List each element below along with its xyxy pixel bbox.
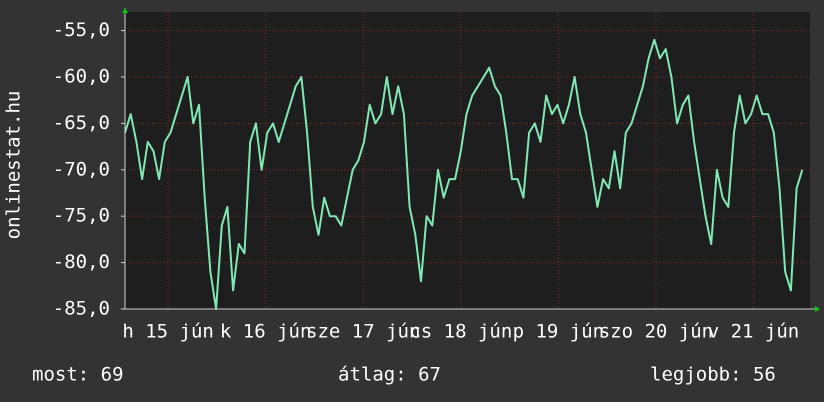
y-arrow (122, 8, 128, 13)
y-tick-label: -75,0 (53, 205, 110, 227)
y-tick-label: -85,0 (53, 298, 110, 320)
footer-avg: átlag: 67 (338, 364, 441, 386)
footer-most: most: 69 (32, 364, 124, 386)
x-tick-label: sze 17 jún (306, 321, 420, 343)
x-arrow (815, 306, 820, 312)
plot-area (125, 12, 810, 309)
footer-best: legjobb: 56 (650, 364, 776, 386)
y-tick-label: -55,0 (53, 19, 110, 41)
x-tick-label: v 21 jún (708, 321, 800, 343)
y-tick-label: -70,0 (53, 158, 110, 180)
y-axis-label: onlinestat.hu (3, 91, 25, 240)
y-tick-label: -60,0 (53, 65, 110, 87)
x-tick-label: k 16 jún (220, 321, 312, 343)
x-tick-label: szo 20 jún (599, 321, 713, 343)
series-line (124, 38, 804, 310)
y-tick-label: -80,0 (53, 251, 110, 273)
y-tick-label: -65,0 (53, 112, 110, 134)
x-tick-label: p 19 jún (513, 321, 605, 343)
x-tick-label: h 15 jún (122, 321, 214, 343)
x-tick-label: cs 18 jún (409, 321, 512, 343)
